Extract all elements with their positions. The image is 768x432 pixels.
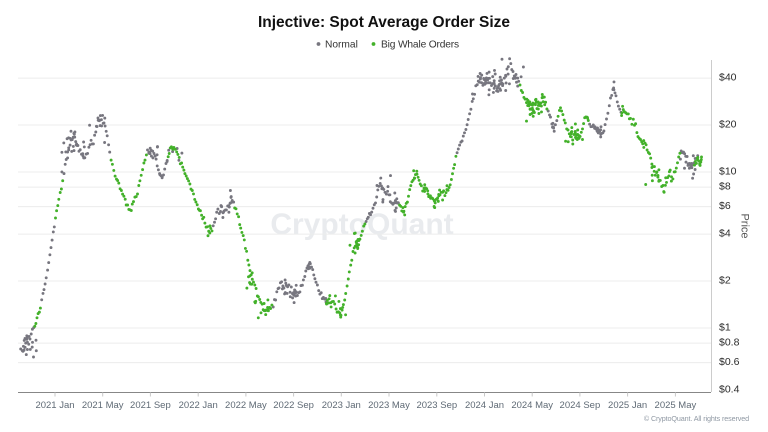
svg-text:$6: $6 (719, 200, 731, 212)
svg-text:Normal: Normal (325, 39, 358, 50)
svg-text:2023 Sep: 2023 Sep (416, 400, 457, 411)
svg-text:2021 May: 2021 May (82, 400, 124, 411)
svg-text:$2: $2 (719, 274, 731, 286)
svg-text:$0.8: $0.8 (719, 336, 740, 348)
svg-text:2022 Sep: 2022 Sep (273, 400, 314, 411)
svg-text:$0.6: $0.6 (719, 356, 740, 368)
svg-text:2025 Jan: 2025 Jan (608, 400, 647, 411)
svg-text:$1: $1 (719, 321, 731, 333)
svg-text:$10: $10 (719, 165, 737, 177)
svg-text:2021 Sep: 2021 Sep (130, 400, 171, 411)
svg-text:2021 Jan: 2021 Jan (35, 400, 74, 411)
svg-text:2022 Jan: 2022 Jan (179, 400, 218, 411)
svg-text:Big Whale Orders: Big Whale Orders (381, 39, 459, 50)
svg-text:$20: $20 (719, 118, 737, 130)
svg-text:2024 Jan: 2024 Jan (465, 400, 504, 411)
svg-text:$0.4: $0.4 (719, 383, 740, 395)
svg-text:Injective: Spot Average Order: Injective: Spot Average Order Size (258, 14, 510, 31)
svg-text:$8: $8 (719, 180, 731, 192)
svg-text:2023 May: 2023 May (368, 400, 410, 411)
svg-text:Price: Price (739, 213, 751, 238)
svg-text:$4: $4 (719, 227, 731, 239)
svg-text:© CryptoQuant. All rights rese: © CryptoQuant. All rights reserved (644, 414, 749, 423)
svg-text:2024 May: 2024 May (511, 400, 553, 411)
svg-text:2025 May: 2025 May (655, 400, 697, 411)
svg-text:2022 May: 2022 May (225, 400, 267, 411)
svg-text:2024 Sep: 2024 Sep (560, 400, 601, 411)
svg-text:2023 Jan: 2023 Jan (322, 400, 361, 411)
svg-text:$40: $40 (719, 71, 737, 83)
